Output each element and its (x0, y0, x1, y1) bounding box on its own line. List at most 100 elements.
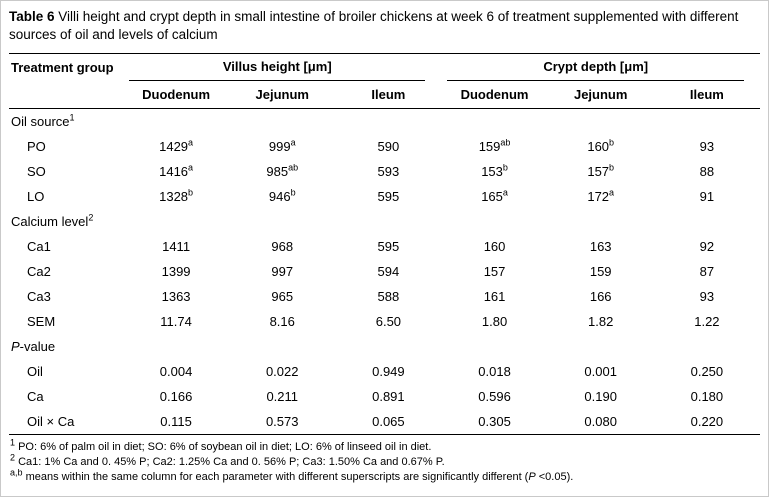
value-cell: 997 (271, 264, 294, 279)
table-row: Ca3 1363 965 588 161 166 93 (9, 284, 760, 309)
table-row: Ca1 1411 968 595 160 163 92 (9, 234, 760, 259)
section-row: P-value (9, 334, 760, 359)
value-cell: 1.82 (588, 314, 614, 329)
footnote: 2 Ca1: 1% Ca and 0. 45% P; Ca2: 1.25% Ca… (10, 452, 445, 468)
value-cell: 157b (587, 162, 615, 179)
value-cell: 87 (699, 264, 715, 279)
villus-height-group-header: Villus height [μm] (123, 54, 441, 81)
row-label: Calcium level2 (11, 212, 94, 229)
row-label: Ca2 (27, 264, 51, 279)
value-cell: 985ab (266, 162, 299, 179)
value-cell: 1429a (159, 137, 194, 154)
value-cell: 92 (699, 239, 715, 254)
value-cell: 153b (481, 162, 508, 179)
value-cell: 0.220 (690, 414, 724, 429)
section-row: Oil source1 (9, 109, 760, 135)
value-cell: 0.211 (266, 389, 299, 404)
value-cell: 595 (377, 239, 400, 254)
table-body: Oil source1 PO 1429a 999a 590 159ab 160b 93 SO 14… (9, 109, 760, 435)
table-row: SEM 11.74 8.16 6.50 1.80 1.82 1.22 (9, 309, 760, 334)
column-header-row: Duodenum Jejunum Ileum Duodenum Jejunum … (9, 81, 760, 109)
row-label: SO (27, 164, 46, 179)
footnotes: 1 PO: 6% of palm oil in diet; SO: 6% of … (9, 437, 760, 485)
value-cell: 160b (587, 137, 615, 154)
value-cell: 0.180 (690, 389, 724, 404)
value-cell: 1.80 (481, 314, 508, 329)
col-header-crypt-ileum: Ileum (653, 81, 760, 109)
row-label: LO (27, 189, 45, 204)
table-row: Oil × Ca 0.115 0.573 0.065 0.305 0.080 0.220 (9, 409, 760, 435)
group-header-row: Treatment group Villus height [μm] Crypt… (9, 53, 760, 109)
value-cell: 159 (589, 264, 612, 279)
villus-height-group-label: Villus height [μm] (129, 59, 426, 81)
value-cell: 0.018 (478, 364, 511, 379)
value-cell: 161 (483, 289, 506, 304)
value-cell: 0.022 (265, 364, 299, 379)
row-label: P-value (11, 339, 56, 354)
value-cell: 11.74 (160, 314, 192, 329)
value-cell: 8.16 (269, 314, 295, 329)
value-cell: 163 (589, 239, 612, 254)
value-cell: 1363 (161, 289, 191, 304)
value-cell: 0.065 (372, 414, 405, 429)
value-cell: 172a (587, 187, 615, 204)
value-cell: 0.080 (584, 414, 617, 429)
value-cell: 0.891 (372, 389, 405, 404)
treatment-group-header: Treatment group (9, 53, 123, 109)
table-row: Oil 0.004 0.022 0.949 0.018 0.001 0.250 (9, 359, 760, 384)
value-cell: 166 (589, 289, 612, 304)
footnote: a,b means within the same column for eac… (10, 467, 574, 483)
value-cell: 0.001 (584, 364, 617, 379)
row-label: Oil × Ca (27, 414, 75, 429)
value-cell: 1411 (162, 239, 191, 254)
col-header-crypt-jejunum: Jejunum (547, 81, 654, 109)
col-header-villus-duodenum: Duodenum (123, 81, 230, 109)
value-cell: 1328b (159, 187, 194, 204)
value-cell: 1416a (159, 162, 194, 179)
value-cell: 93 (699, 289, 715, 304)
value-cell: 88 (699, 164, 715, 179)
value-cell: 91 (699, 189, 715, 204)
value-cell: 6.50 (375, 314, 402, 329)
section-row: Calcium level2 (9, 209, 760, 234)
crypt-depth-group-label: Crypt depth [μm] (447, 59, 744, 81)
value-cell: 165a (481, 187, 508, 204)
value-cell: 0.305 (478, 414, 511, 429)
crypt-depth-group-header: Crypt depth [μm] (441, 54, 760, 81)
value-cell: 946b (268, 187, 296, 204)
value-cell: 157 (483, 264, 506, 279)
col-header-crypt-duodenum: Duodenum (441, 81, 548, 109)
table-row: Ca 0.166 0.211 0.891 0.596 0.190 0.180 (9, 384, 760, 409)
value-cell: 160 (483, 239, 506, 254)
table-row: PO 1429a 999a 590 159ab 160b 93 (9, 134, 760, 159)
value-cell: 965 (271, 289, 294, 304)
value-cell: 93 (699, 139, 715, 154)
row-label: Ca1 (27, 239, 51, 254)
table-row: LO 1328b 946b 595 165a 172a 91 (9, 184, 760, 209)
value-cell: 0.949 (372, 364, 405, 379)
row-label: Ca3 (27, 289, 51, 304)
value-cell: 999a (268, 137, 296, 154)
table-caption: Table 6 Villi height and crypt depth in … (9, 9, 739, 42)
value-cell: 0.004 (159, 364, 193, 379)
footnote: 1 PO: 6% of palm oil in diet; SO: 6% of … (10, 437, 432, 453)
value-cell: 595 (377, 189, 400, 204)
value-cell: 590 (377, 139, 400, 154)
row-label: PO (27, 139, 46, 154)
value-cell: 968 (271, 239, 294, 254)
table-row: Ca2 1399 997 594 157 159 87 (9, 259, 760, 284)
col-header-villus-jejunum: Jejunum (229, 81, 336, 109)
row-label: Oil (27, 364, 43, 379)
value-cell: 0.190 (584, 389, 617, 404)
value-cell: 0.115 (160, 414, 192, 429)
row-label: Ca (27, 389, 44, 404)
value-cell: 0.250 (690, 364, 724, 379)
row-label: SEM (27, 314, 56, 329)
value-cell: 593 (377, 164, 400, 179)
value-cell: 1399 (161, 264, 191, 279)
col-header-villus-ileum: Ileum (335, 81, 442, 109)
row-label: Oil source1 (11, 112, 75, 129)
value-cell: 0.573 (265, 414, 299, 429)
data-table: Treatment group Villus height [μm] Crypt… (9, 53, 760, 435)
